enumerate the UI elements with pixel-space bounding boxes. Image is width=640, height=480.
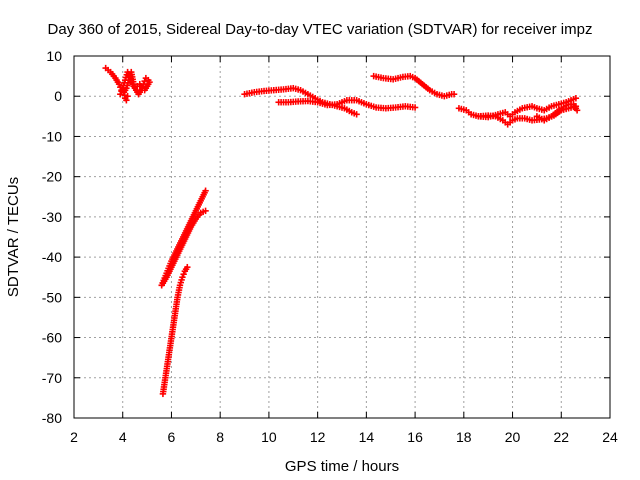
x-tick-label: 2 xyxy=(70,429,78,445)
data-point xyxy=(353,111,360,118)
y-tick-label: 0 xyxy=(54,88,62,104)
y-tick-label: -60 xyxy=(42,330,62,346)
data-point xyxy=(450,91,458,98)
x-tick-label: 6 xyxy=(168,429,176,445)
data-point xyxy=(146,78,153,86)
x-tick-label: 18 xyxy=(456,429,472,445)
x-tick-label: 10 xyxy=(261,429,277,445)
data-point xyxy=(179,274,186,281)
data-point xyxy=(572,95,580,102)
y-tick-label: -50 xyxy=(42,289,62,305)
data-point xyxy=(184,263,191,271)
chart-title: Day 360 of 2015, Sidereal Day-to-day VTE… xyxy=(48,21,593,38)
x-tick-label: 4 xyxy=(119,429,127,445)
data-point xyxy=(202,187,209,194)
data-marks xyxy=(102,64,581,398)
x-tick-label: 16 xyxy=(407,429,423,445)
data-point-fill xyxy=(141,77,148,85)
x-tick-label: 12 xyxy=(310,429,326,445)
data-point xyxy=(117,91,124,98)
data-point xyxy=(573,107,581,114)
x-axis-label: GPS time / hours xyxy=(285,458,399,475)
plot-frame xyxy=(73,55,611,419)
x-tick-label: 14 xyxy=(359,429,375,445)
grid xyxy=(74,56,610,418)
data-point xyxy=(123,97,130,104)
axis-ticks: 2 4 6 8 10 12 14 16 18 20 22 24100-10-20-30-40-50-6… xyxy=(42,48,618,445)
x-tick-label: 24 xyxy=(602,429,618,445)
x-tick-label: 20 xyxy=(505,429,521,445)
y-tick-label: -70 xyxy=(42,370,62,386)
data-point xyxy=(411,104,419,111)
y-tick-label: 10 xyxy=(46,48,62,64)
y-tick-label: -30 xyxy=(42,209,62,225)
data-point xyxy=(202,207,209,215)
x-tick-label: 8 xyxy=(216,429,224,445)
y-tick-label: -80 xyxy=(42,410,62,426)
y-tick-label: -20 xyxy=(42,169,62,185)
data-point xyxy=(124,93,131,100)
data-point xyxy=(115,80,123,88)
y-axis-label: SDTVAR / TECUs xyxy=(5,177,22,297)
y-tick-label: -10 xyxy=(42,128,62,144)
x-tick-label: 22 xyxy=(553,429,569,445)
y-tick-label: -40 xyxy=(42,249,62,265)
data-point-fill xyxy=(180,271,187,278)
